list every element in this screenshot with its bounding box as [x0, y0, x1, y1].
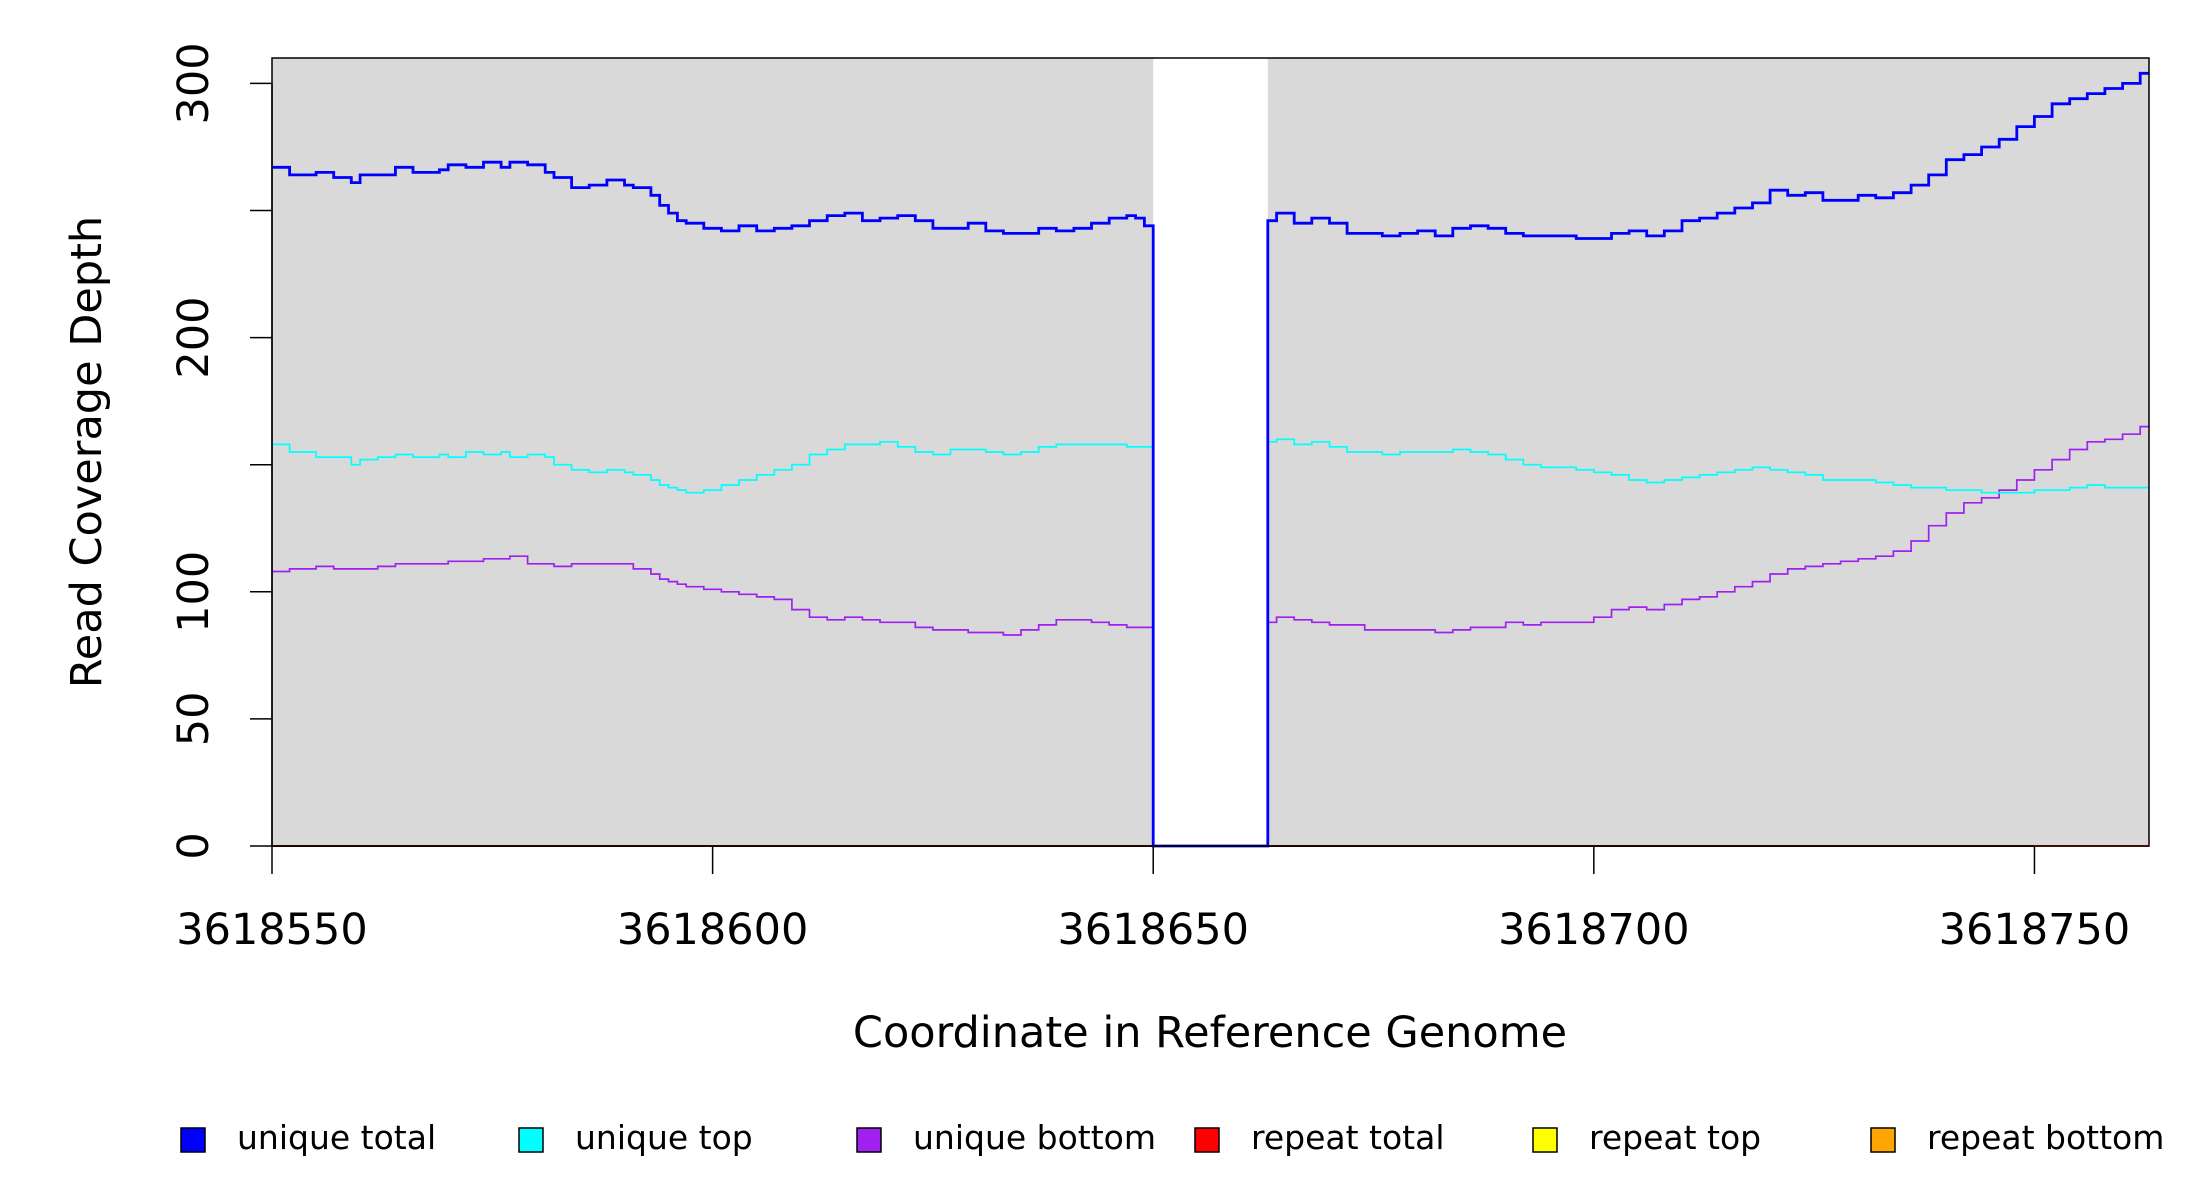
x-tick-label: 3618550 [176, 905, 368, 955]
y-tick-label: 300 [169, 42, 219, 124]
gap-region [1153, 58, 1268, 846]
x-axis-label: Coordinate in Reference Genome [853, 1008, 1567, 1058]
x-tick-label: 3618600 [617, 905, 809, 955]
x-tick-label: 3618700 [1498, 905, 1690, 955]
series-line-unique-total [272, 71, 2149, 848]
y-axis-label: Read Coverage Depth [62, 216, 112, 688]
legend-label-unique-top: unique top [575, 1118, 753, 1157]
legend-label-repeat-total: repeat total [1251, 1118, 1445, 1157]
legend-swatch-repeat-top [1532, 1127, 1558, 1153]
y-tick-label: 0 [169, 832, 219, 859]
legend: unique total unique top unique bottom repea… [180, 1118, 2164, 1157]
y-tick-label: 100 [169, 551, 219, 633]
legend-swatch-repeat-bottom [1870, 1127, 1896, 1153]
axes-layer: 0 50 100 200 300 3618550 3618600 3618650 3618700… [169, 42, 2130, 955]
x-tick-label: 3618750 [1939, 905, 2131, 955]
legend-label-repeat-top: repeat top [1589, 1118, 1761, 1157]
legend-swatch-unique-bottom [856, 1127, 882, 1153]
legend-swatch-unique-top [518, 1127, 544, 1153]
legend-swatch-repeat-total [1194, 1127, 1220, 1153]
legend-label-repeat-bottom: repeat bottom [1927, 1118, 2164, 1157]
y-tick-label: 200 [169, 297, 219, 379]
legend-label-unique-bottom: unique bottom [913, 1118, 1156, 1157]
x-tick-label: 3618650 [1057, 905, 1249, 955]
series-line-unique-top [272, 438, 2149, 847]
legend-swatch-unique-total [180, 1127, 206, 1153]
y-tick-label: 50 [169, 692, 219, 747]
legend-label-unique-total: unique total [237, 1118, 436, 1157]
